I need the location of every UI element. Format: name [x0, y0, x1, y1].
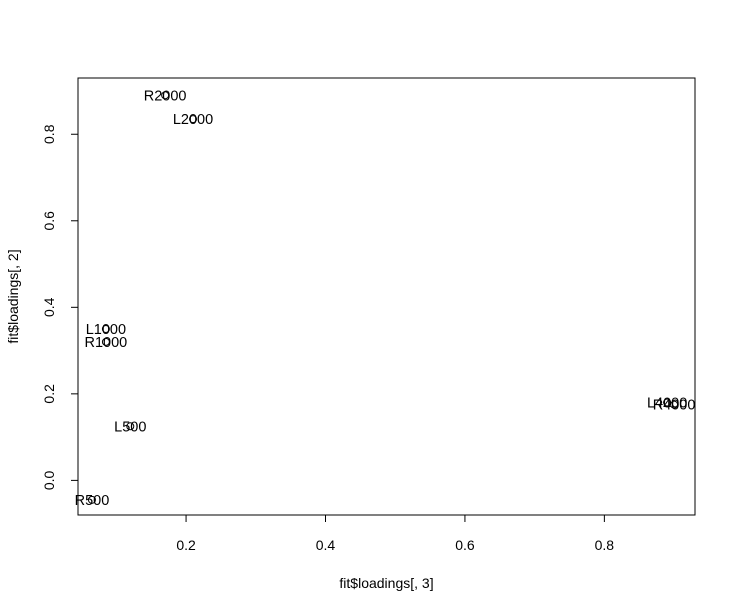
point-label: L500	[114, 419, 146, 435]
x-axis-label: fit$loadings[, 3]	[339, 575, 433, 591]
data-point	[663, 398, 672, 407]
y-tick-label: 0.2	[41, 384, 57, 404]
point-label: R2000	[144, 88, 187, 104]
y-tick-label: 0.8	[41, 124, 57, 144]
y-axis-label: fit$loadings[, 2]	[5, 249, 21, 343]
x-tick-label: 0.6	[455, 537, 475, 553]
data-point	[670, 400, 679, 409]
x-tick-label: 0.2	[176, 537, 196, 553]
y-tick-label: 0.6	[41, 211, 57, 231]
y-tick-label: 0.0	[41, 470, 57, 490]
data-point	[126, 422, 135, 431]
plot-frame	[77, 77, 696, 516]
data-point	[101, 337, 110, 346]
data-point	[189, 115, 198, 124]
x-tick-label: 0.4	[316, 537, 336, 553]
point-label: R500	[75, 493, 110, 509]
point-label: R4000	[653, 398, 696, 414]
point-label: L4000	[647, 396, 687, 412]
point-label: R1000	[85, 335, 128, 351]
y-tick-label: 0.4	[41, 297, 57, 317]
x-axis: 0.2 0.4 0.6 0.8	[176, 514, 615, 553]
x-tick-label: 0.8	[595, 537, 615, 553]
point-label: L1000	[86, 322, 126, 338]
point-label: L2000	[173, 112, 213, 128]
y-axis: 0.0 0.2 0.4 0.6 0.8	[41, 124, 79, 490]
data-point	[101, 324, 110, 333]
data-point	[161, 91, 170, 100]
data-point	[87, 495, 96, 504]
